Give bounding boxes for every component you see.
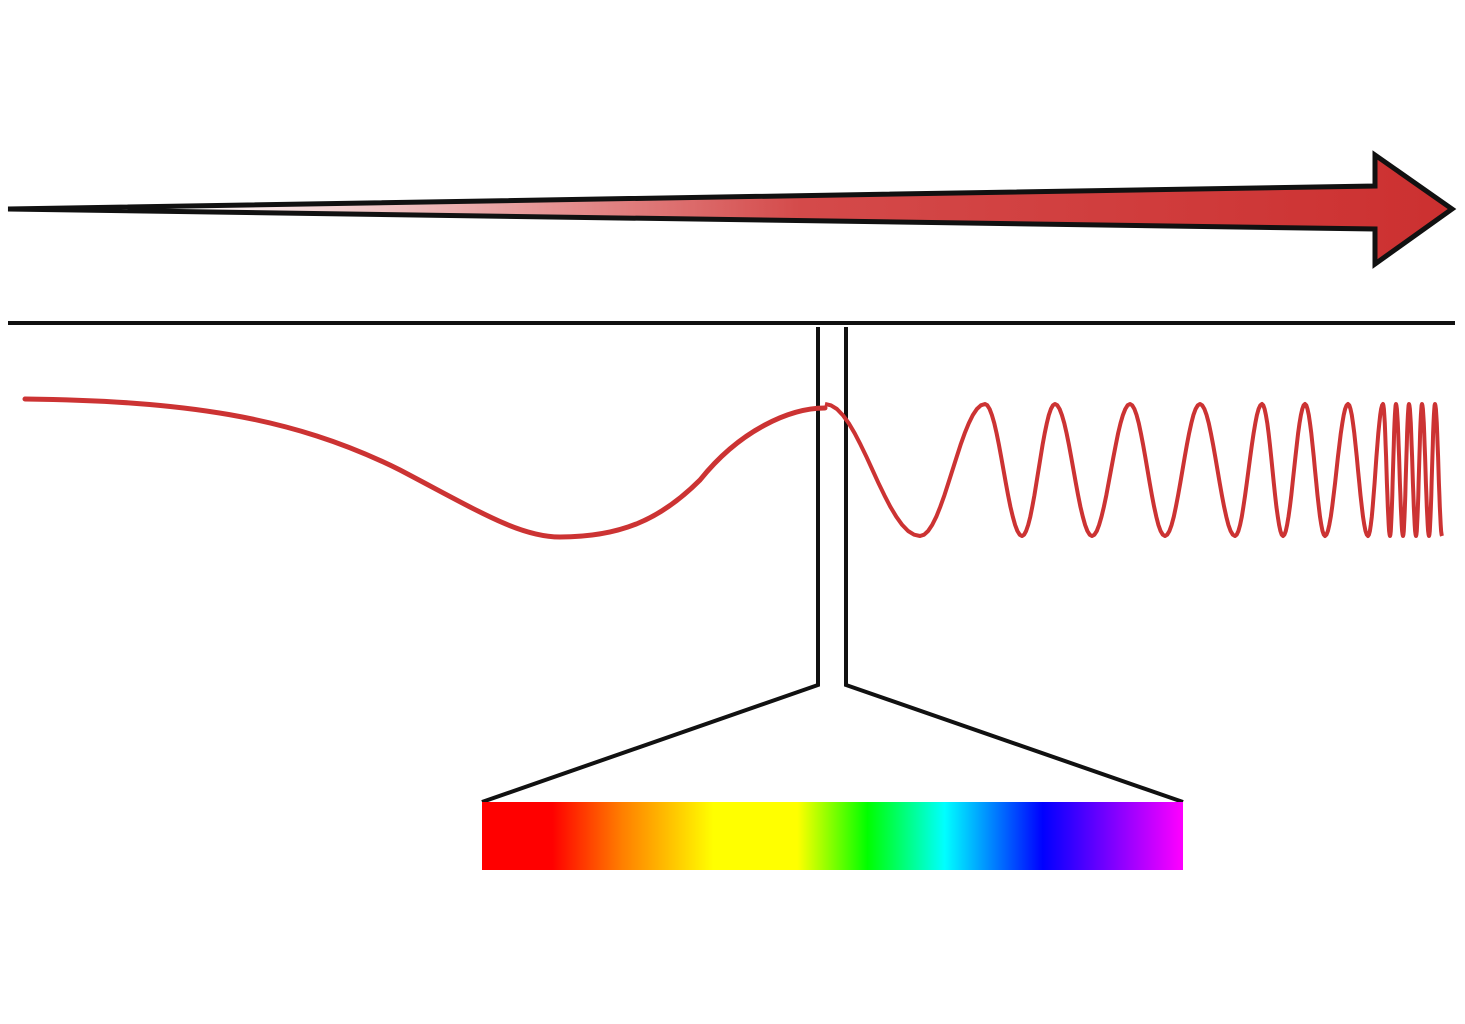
frequency-arrow [7, 150, 1457, 269]
visible-band-bracket [481, 327, 1184, 804]
wave-high-frequency [824, 402, 1444, 538]
visible-spectrum [482, 802, 1183, 870]
wave-low-frequency [22, 396, 828, 540]
